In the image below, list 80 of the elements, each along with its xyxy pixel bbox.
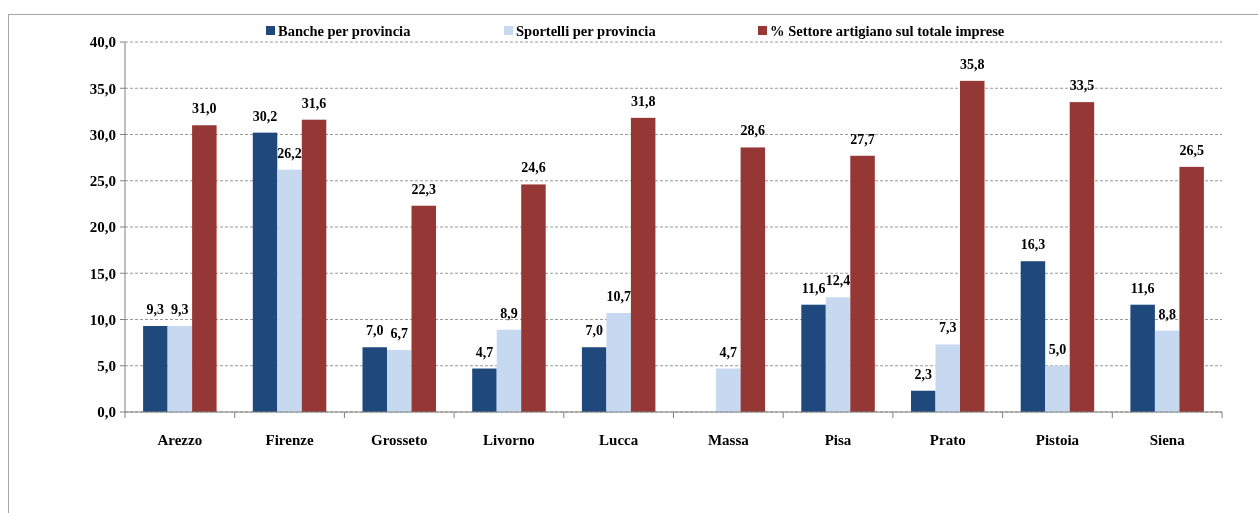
bar — [935, 344, 960, 412]
y-tick-label: 5,0 — [97, 358, 116, 374]
y-tick-label: 15,0 — [89, 265, 116, 282]
data-label: 12,4 — [825, 273, 851, 289]
data-label: 16,3 — [1020, 237, 1046, 253]
data-label: 11,6 — [801, 280, 826, 296]
data-label: 22,3 — [411, 181, 436, 197]
y-tick-label: 35,0 — [89, 80, 116, 97]
y-tick-label: 25,0 — [89, 173, 116, 189]
x-tick-label: Prato — [929, 432, 966, 448]
x-tick-label: Pistoia — [1035, 432, 1080, 448]
x-tick-label: Grosseto — [371, 432, 428, 448]
data-label: 24,6 — [521, 160, 546, 176]
bar — [496, 329, 522, 412]
data-label: 31,0 — [192, 101, 217, 117]
data-label: 8,9 — [500, 305, 518, 321]
data-label: 9,3 — [146, 301, 165, 317]
bar — [362, 347, 387, 412]
data-label: 10,7 — [606, 289, 631, 305]
legend-label: Banche per provincia — [278, 23, 412, 40]
data-label: 33,5 — [1069, 78, 1095, 94]
data-label: 26,5 — [1179, 142, 1204, 158]
legend-label: Sportelli per provincia — [516, 23, 657, 40]
bar — [387, 350, 412, 412]
x-tick-label: Firenze — [265, 432, 314, 448]
bar — [606, 313, 631, 412]
bar — [716, 368, 741, 412]
y-tick-label: 10,0 — [89, 311, 116, 328]
data-label: 2,3 — [914, 366, 932, 382]
data-label: 4,7 — [475, 344, 494, 360]
bar — [911, 390, 936, 412]
bar — [1130, 304, 1155, 412]
bar — [192, 125, 217, 412]
data-label: 5,0 — [1048, 341, 1067, 357]
data-label: 27,7 — [850, 131, 875, 147]
y-tick-label: 0,0 — [97, 404, 116, 421]
data-label: 31,8 — [630, 93, 656, 109]
bar — [301, 119, 327, 412]
data-label: 11,6 — [1130, 280, 1155, 296]
data-label: 31,6 — [301, 95, 327, 111]
bar — [960, 80, 985, 412]
data-label: 9,3 — [171, 301, 189, 317]
data-label: 7,0 — [366, 323, 384, 339]
bar — [1154, 330, 1180, 412]
bar — [411, 205, 436, 412]
bar — [850, 155, 875, 412]
data-label: 7,0 — [585, 323, 603, 339]
x-tick-label: Pisa — [824, 432, 852, 448]
data-label: 35,8 — [960, 56, 985, 72]
bar — [825, 297, 851, 412]
bar — [143, 325, 168, 412]
data-label: 30,2 — [252, 108, 278, 124]
x-tick-label: Arezzo — [157, 432, 203, 448]
data-label: 7,3 — [939, 320, 957, 336]
bar — [1020, 261, 1046, 412]
bar — [252, 132, 278, 412]
bar — [1069, 102, 1095, 412]
bar — [581, 347, 607, 412]
legend-label: % Settore artigiano sul totale imprese — [770, 23, 1005, 40]
y-tick-label: 20,0 — [89, 219, 116, 236]
bar — [167, 325, 193, 412]
bar — [1179, 166, 1204, 412]
bar — [277, 169, 302, 412]
bar — [630, 117, 656, 412]
data-label: 26,2 — [277, 145, 302, 161]
x-tick-label: Massa — [707, 432, 750, 448]
bar — [1045, 365, 1070, 412]
bar — [740, 147, 766, 412]
data-label: 4,7 — [719, 344, 738, 360]
x-tick-label: Livorno — [483, 432, 535, 448]
y-tick-label: 40,0 — [89, 34, 116, 51]
data-label: 6,7 — [390, 326, 408, 342]
x-tick-label: Siena — [1149, 432, 1186, 448]
bar — [472, 368, 497, 412]
data-label: 28,6 — [740, 123, 766, 139]
bar — [801, 304, 826, 412]
bar — [521, 184, 546, 412]
data-label: 8,8 — [1158, 306, 1176, 322]
y-tick-label: 30,0 — [89, 126, 116, 143]
x-tick-label: Lucca — [599, 432, 639, 448]
